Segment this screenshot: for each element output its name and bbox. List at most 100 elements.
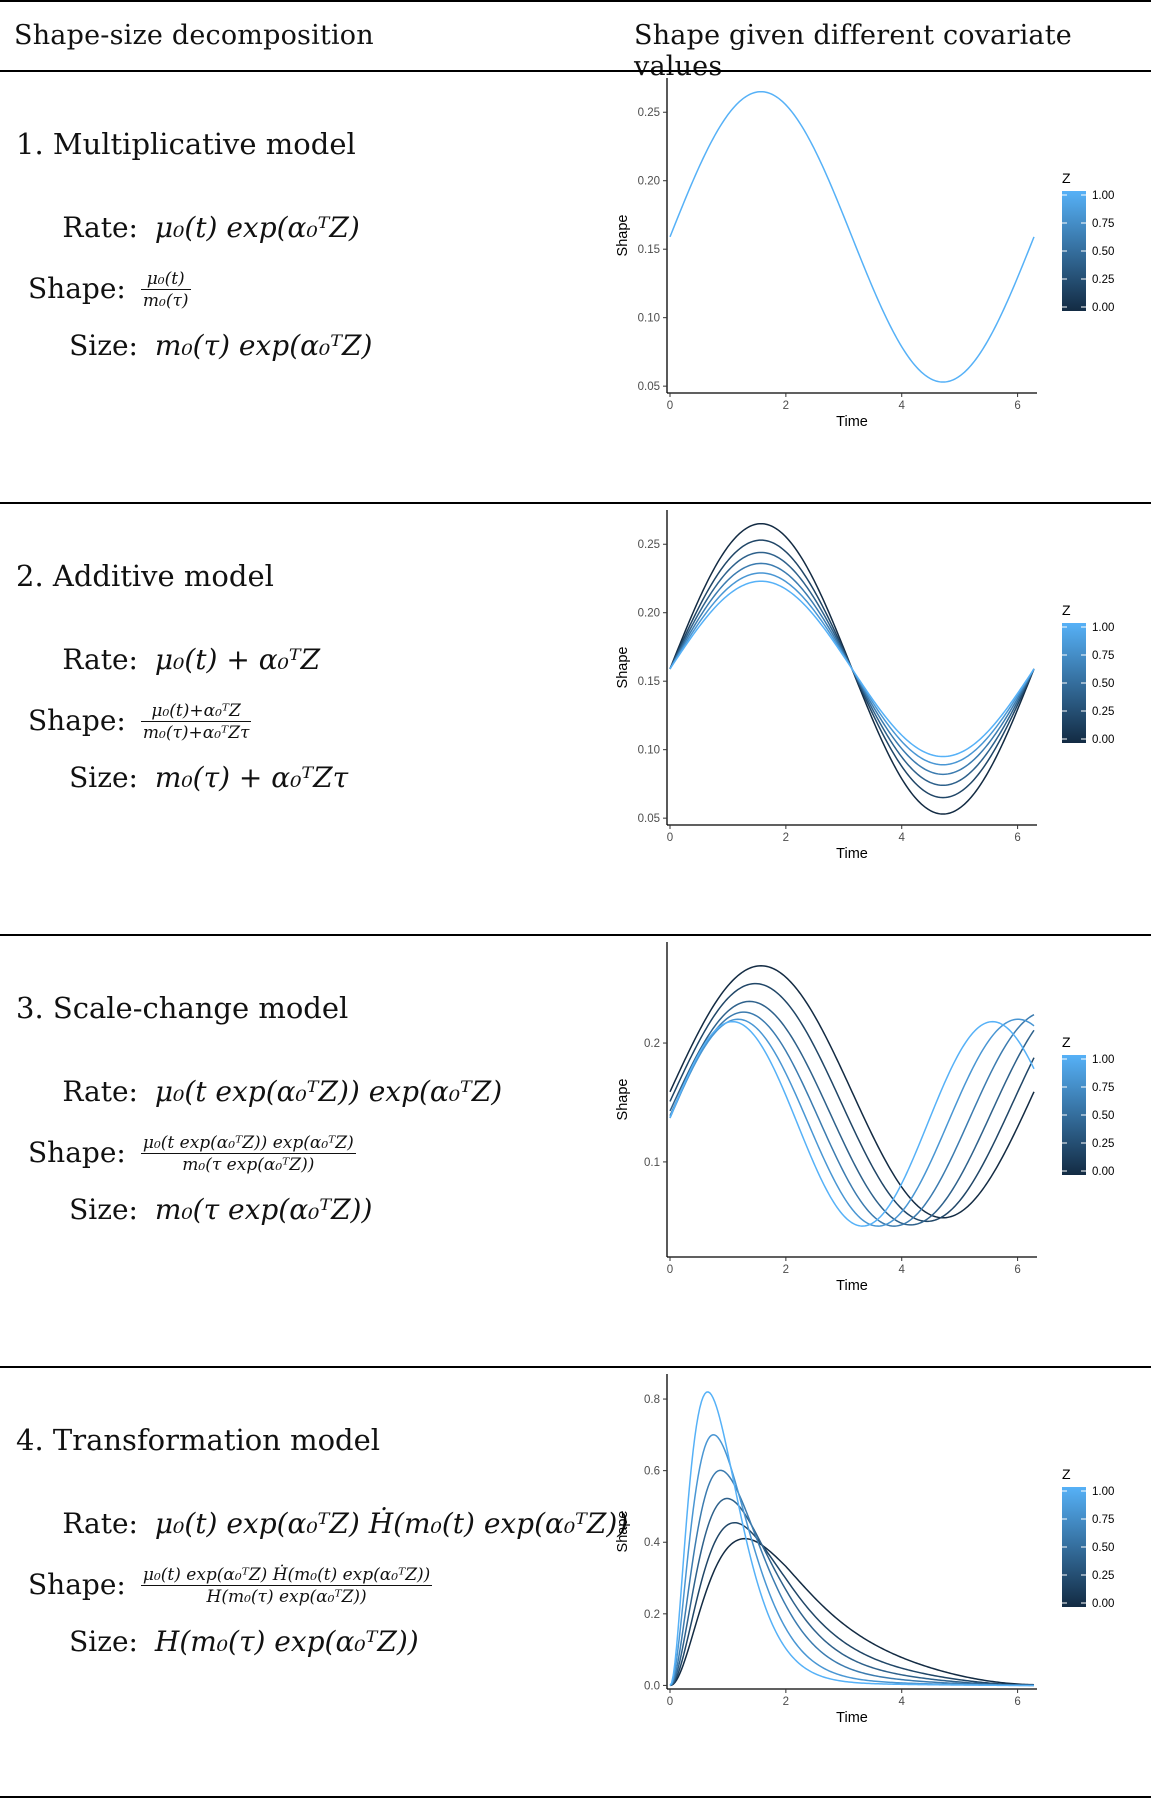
y-tick-label: 0.20 bbox=[638, 608, 660, 620]
x-tick-label: 0 bbox=[667, 1264, 673, 1276]
rate-label: Rate: bbox=[62, 1507, 138, 1540]
size-expression: m₀(τ) exp(α₀ᵀZ) bbox=[154, 329, 373, 362]
shape-label: Shape: bbox=[28, 704, 126, 737]
legend-label: 0.00 bbox=[1092, 734, 1114, 746]
series-line bbox=[669, 1391, 1034, 1687]
shape-fraction: μ₀(t) exp(α₀ᵀZ) Ḣ(m₀(t) exp(α₀ᵀZ)) H(m₀(… bbox=[140, 1565, 433, 1608]
shape-denominator: m₀(τ)+α₀ᵀZτ bbox=[142, 723, 250, 743]
shape-label: Shape: bbox=[28, 1136, 126, 1169]
rate-expression: μ₀(t) exp(α₀ᵀZ) Ḣ(m₀(t) exp(α₀ᵀZ)) bbox=[154, 1507, 629, 1540]
y-tick-label: 0.2 bbox=[644, 1609, 660, 1621]
legend-label: 1.00 bbox=[1092, 1486, 1114, 1498]
size-expression: m₀(τ) + α₀ᵀZτ bbox=[154, 761, 349, 794]
x-tick-label: 2 bbox=[783, 1264, 789, 1276]
legend-label: 0.75 bbox=[1092, 1082, 1114, 1094]
y-tick-label: 0.15 bbox=[638, 244, 660, 256]
model-row-2: 2. Additive model Rate: μ₀(t) + α₀ᵀZ Sha… bbox=[0, 503, 1151, 935]
size-label: Size: bbox=[69, 329, 138, 362]
shape-denominator: m₀(τ exp(α₀ᵀZ)) bbox=[182, 1155, 315, 1175]
top-rule bbox=[0, 0, 1151, 2]
legend-label: 0.50 bbox=[1092, 1110, 1114, 1122]
size-label: Size: bbox=[69, 1193, 138, 1226]
series-line bbox=[669, 1000, 1035, 1226]
size-label: Size: bbox=[69, 761, 138, 794]
size-formula: Size: m₀(τ exp(α₀ᵀZ)) bbox=[28, 1193, 372, 1226]
y-tick-label: 0.05 bbox=[638, 813, 660, 825]
x-tick-label: 2 bbox=[783, 832, 789, 844]
shape-numerator: μ₀(t exp(α₀ᵀZ)) exp(α₀ᵀZ) bbox=[140, 1133, 356, 1154]
legend-label: 0.75 bbox=[1092, 1514, 1114, 1526]
x-tick-label: 6 bbox=[1014, 1696, 1020, 1708]
legend-label: 0.00 bbox=[1092, 1166, 1114, 1178]
x-tick-label: 4 bbox=[899, 400, 906, 412]
y-axis-title: Shape bbox=[615, 1511, 631, 1553]
shape-label: Shape: bbox=[28, 272, 126, 305]
series-line bbox=[669, 1011, 1035, 1227]
legend-label: 1.00 bbox=[1092, 190, 1114, 202]
rate-label: Rate: bbox=[62, 211, 138, 244]
y-tick-label: 0.15 bbox=[638, 676, 660, 688]
series-line bbox=[669, 1018, 1035, 1227]
size-formula: Size: m₀(τ) exp(α₀ᵀZ) bbox=[28, 329, 372, 362]
x-axis-title: Time bbox=[836, 1278, 868, 1294]
rate-formula: Rate: μ₀(t exp(α₀ᵀZ)) exp(α₀ᵀZ) bbox=[28, 1075, 502, 1108]
rate-expression: μ₀(t) + α₀ᵀZ bbox=[154, 643, 321, 676]
shape-chart-3: 0.1 0.2 0 2 4 6 Time Shape Z 1.00 0.75 0.50 0.25 0.00 bbox=[615, 942, 1114, 1294]
legend-title: Z bbox=[1062, 170, 1071, 186]
x-tick-label: 6 bbox=[1014, 832, 1020, 844]
shape-formula: Shape: μ₀(t) m₀(τ) bbox=[28, 269, 191, 312]
size-expression: H(m₀(τ) exp(α₀ᵀZ)) bbox=[154, 1625, 419, 1658]
legend-label: 1.00 bbox=[1092, 1054, 1114, 1066]
shape-fraction: μ₀(t) m₀(τ) bbox=[140, 269, 191, 312]
size-expression: m₀(τ exp(α₀ᵀZ)) bbox=[154, 1193, 373, 1226]
legend-label: 0.25 bbox=[1092, 1138, 1114, 1150]
size-formula: Size: m₀(τ) + α₀ᵀZτ bbox=[28, 761, 348, 794]
x-tick-label: 4 bbox=[899, 1696, 906, 1708]
series-line bbox=[669, 1497, 1035, 1687]
x-axis-title: Time bbox=[836, 1710, 868, 1726]
legend-label: 0.25 bbox=[1092, 706, 1114, 718]
y-tick-label: 0.8 bbox=[644, 1394, 660, 1406]
legend-title: Z bbox=[1062, 1034, 1071, 1050]
y-tick-label: 0.10 bbox=[638, 745, 660, 757]
x-tick-label: 4 bbox=[899, 832, 906, 844]
series-line bbox=[669, 1469, 1034, 1687]
shape-numerator: μ₀(t) exp(α₀ᵀZ) Ḣ(m₀(t) exp(α₀ᵀZ)) bbox=[140, 1565, 433, 1586]
shape-numerator: μ₀(t) bbox=[140, 269, 191, 290]
shape-fraction: μ₀(t)+α₀ᵀZ m₀(τ)+α₀ᵀZτ bbox=[140, 701, 252, 744]
rate-expression: μ₀(t) exp(α₀ᵀZ) bbox=[154, 211, 360, 244]
model-title: 2. Additive model bbox=[16, 559, 274, 593]
header-rule bbox=[0, 70, 1151, 72]
series-line bbox=[669, 90, 1035, 383]
shape-formula: Shape: μ₀(t exp(α₀ᵀZ)) exp(α₀ᵀZ) m₀(τ ex… bbox=[28, 1133, 356, 1176]
legend-label: 1.00 bbox=[1092, 622, 1114, 634]
shape-formula: Shape: μ₀(t) exp(α₀ᵀZ) Ḣ(m₀(t) exp(α₀ᵀZ)… bbox=[28, 1565, 433, 1608]
y-axis-title: Shape bbox=[615, 647, 631, 689]
model-title: 1. Multiplicative model bbox=[16, 127, 356, 161]
model-title: 3. Scale-change model bbox=[16, 991, 349, 1025]
legend-label: 0.00 bbox=[1092, 1598, 1114, 1610]
series-line bbox=[669, 1020, 1035, 1227]
shape-chart-4: 0.0 0.2 0.4 0.6 0.8 0 2 4 6 Time Shape Z 1.00 0.75 0.5… bbox=[615, 1374, 1114, 1726]
y-tick-label: 0.0 bbox=[644, 1680, 660, 1692]
header-right: Shape given different covariate values bbox=[634, 20, 1072, 82]
legend-label: 0.75 bbox=[1092, 650, 1114, 662]
row-divider bbox=[0, 1366, 1151, 1368]
y-tick-label: 0.2 bbox=[644, 1038, 660, 1050]
x-tick-label: 6 bbox=[1014, 400, 1020, 412]
series-line bbox=[669, 965, 1035, 1219]
size-formula: Size: H(m₀(τ) exp(α₀ᵀZ)) bbox=[28, 1625, 419, 1658]
size-label: Size: bbox=[69, 1625, 138, 1658]
shape-formula: Shape: μ₀(t)+α₀ᵀZ m₀(τ)+α₀ᵀZτ bbox=[28, 701, 252, 744]
legend-label: 0.50 bbox=[1092, 678, 1114, 690]
y-tick-label: 0.1 bbox=[644, 1157, 660, 1169]
shape-fraction: μ₀(t exp(α₀ᵀZ)) exp(α₀ᵀZ) m₀(τ exp(α₀ᵀZ)… bbox=[140, 1133, 356, 1176]
y-tick-label: 0.4 bbox=[644, 1537, 661, 1549]
legend-label: 0.50 bbox=[1092, 1542, 1114, 1554]
header-left: Shape-size decomposition bbox=[14, 20, 374, 51]
x-tick-label: 2 bbox=[783, 400, 789, 412]
y-axis-title: Shape bbox=[615, 215, 631, 257]
rate-label: Rate: bbox=[62, 643, 138, 676]
x-tick-label: 0 bbox=[667, 1696, 673, 1708]
